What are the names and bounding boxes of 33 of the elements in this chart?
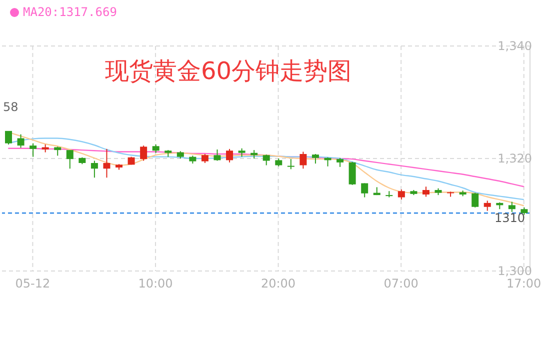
x-tick-label: 17:00 [506, 276, 542, 291]
y-tick-label: 1,340 [498, 39, 532, 53]
candlestick [312, 154, 319, 164]
candlestick [422, 186, 430, 198]
candlestick [262, 154, 270, 166]
candlestick [214, 149, 221, 162]
x-tick-label: 10:00 [138, 276, 173, 291]
y-tick-label: 1,300 [498, 264, 532, 278]
candlestick [472, 192, 479, 208]
candlestick [398, 188, 405, 200]
candlestick [508, 201, 516, 212]
x-tick-label: 07:00 [384, 276, 418, 291]
candlestick [103, 148, 110, 178]
candlestick [447, 191, 454, 198]
candlestick [17, 134, 24, 148]
candlestick [66, 150, 74, 170]
candlestick [226, 148, 234, 163]
candlestick [361, 182, 368, 198]
candlestick [287, 158, 294, 170]
text: 现货黄金60分钟走势图 [105, 56, 352, 87]
legend-label: MA20:1317.669 [23, 5, 117, 19]
x-tick-label: 20:00 [260, 276, 296, 291]
candlestick [140, 145, 148, 162]
annotation: 58 [3, 100, 18, 114]
y-tick-label: 1,320 [498, 152, 532, 166]
candlestick [348, 161, 356, 186]
x-tick-label: 05-12 [15, 276, 50, 291]
candlestick [484, 200, 491, 212]
ref-line-label: 1310 [494, 211, 525, 226]
candlestick [30, 142, 37, 158]
candlestick [5, 130, 12, 145]
candlestick [90, 160, 98, 178]
candlestick [300, 151, 307, 170]
